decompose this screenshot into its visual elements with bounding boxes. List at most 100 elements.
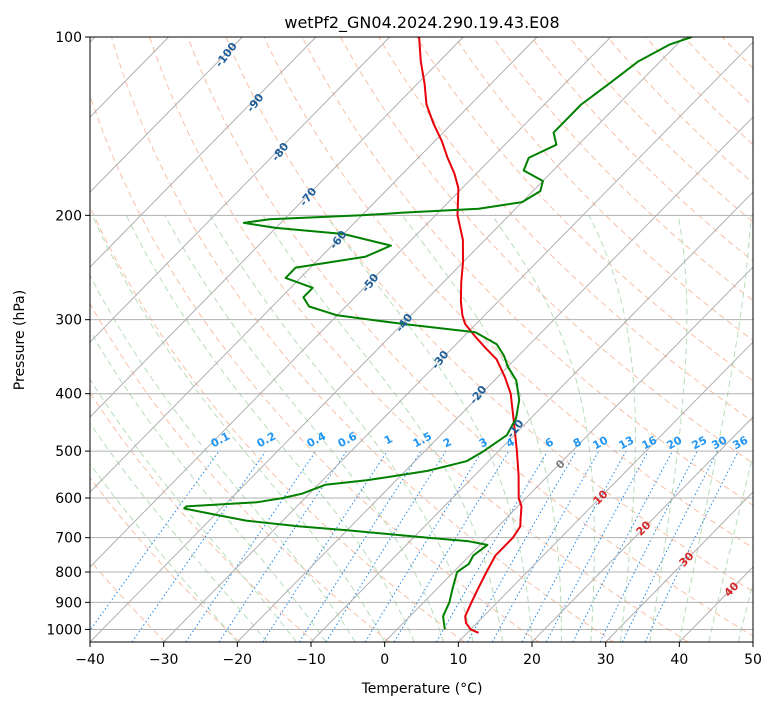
mixing-ratio-label: 0.4 xyxy=(305,429,329,450)
dry-adiabat-line xyxy=(530,37,753,262)
x-tick-label: −20 xyxy=(223,652,253,668)
moist-adiabat-line xyxy=(491,215,595,642)
y-tick-label: 200 xyxy=(55,208,82,224)
mixing-ratio-label: 25 xyxy=(690,434,710,453)
mixing-ratio-line xyxy=(218,450,348,642)
x-axis-label: Temperature (°C) xyxy=(361,681,483,697)
mixing-ratio-line xyxy=(521,450,627,642)
y-tick-label: 500 xyxy=(55,444,82,460)
mixing-ratio-label: 13 xyxy=(617,434,637,453)
chart-title: wetPf2_GN04.2024.290.19.43.E08 xyxy=(284,13,559,33)
profiles xyxy=(183,37,693,634)
mixing-ratio-line xyxy=(435,450,548,642)
y-tick-label: 400 xyxy=(55,387,82,403)
x-tick-label: 50 xyxy=(744,652,762,668)
mixing-ratio-label: 2 xyxy=(441,435,454,450)
x-tick-label: 30 xyxy=(597,652,615,668)
dry-adiabat-line xyxy=(378,37,753,423)
x-tick-label: 20 xyxy=(523,652,541,668)
isotherm-line xyxy=(236,116,753,642)
dry-adiabat-label: -20 xyxy=(467,383,490,407)
mixing-ratio-line xyxy=(364,450,483,642)
isotherm-line xyxy=(90,37,611,568)
isotherm-line xyxy=(90,37,464,418)
mixing-ratio-line xyxy=(599,450,698,642)
isotherm-line xyxy=(90,37,243,193)
isotherm-line xyxy=(457,341,753,642)
moist-adiabat-line xyxy=(262,215,503,642)
y-tick-label: 800 xyxy=(55,565,82,581)
moist-adiabat-line xyxy=(678,215,752,642)
x-tick-label: −30 xyxy=(149,652,179,668)
dry-adiabat-label: -50 xyxy=(359,271,382,295)
dry-adiabat-label: -80 xyxy=(269,140,292,164)
dry-adiabat-line xyxy=(111,37,614,642)
moist-adiabat-line xyxy=(588,215,636,642)
dry-adiabat-line xyxy=(90,391,316,642)
dry-adiabat-line xyxy=(225,37,753,593)
isotherm-line xyxy=(90,37,390,343)
mixing-ratio-line xyxy=(545,450,649,642)
isotherm-line xyxy=(90,37,317,268)
plot-frame xyxy=(89,36,754,643)
isotherm-line xyxy=(605,491,753,642)
y-tick-label: 600 xyxy=(55,491,82,507)
dry-adiabat-line xyxy=(301,37,753,506)
y-tick-label: 1000 xyxy=(46,622,82,638)
dry-adiabat-line xyxy=(492,37,753,302)
mixing-ratio-line xyxy=(572,450,673,642)
x-tick-label: 40 xyxy=(670,652,688,668)
dry-adiabat-line xyxy=(90,93,540,642)
moist-adiabat-line xyxy=(125,215,415,642)
x-tick-label: 0 xyxy=(380,652,389,668)
dry-adiabat-label: -70 xyxy=(297,185,320,209)
dewpoint-profile xyxy=(183,37,693,630)
mixing-ratio-line xyxy=(262,450,388,642)
y-axis-label: Pressure (hPa) xyxy=(12,290,28,390)
dry-adiabat-line xyxy=(645,37,753,146)
moist-adiabat-line xyxy=(90,422,268,642)
mixing-ratio-label: 8 xyxy=(571,435,584,450)
mixing-ratio-label: 30 xyxy=(710,433,730,452)
moist-adiabat-line xyxy=(91,215,386,642)
mixing-ratio-line xyxy=(621,450,719,642)
isotherm-line xyxy=(752,641,753,642)
moist-adiabat-line xyxy=(325,215,533,642)
moist-adiabat-line xyxy=(649,215,688,642)
mixing-ratio-line xyxy=(298,450,422,642)
dry-adiabat-line xyxy=(149,37,689,642)
mixing-ratio-label: 0.2 xyxy=(255,430,278,451)
dry-adiabat-line xyxy=(90,302,390,642)
mixing-ratio-label: 6 xyxy=(543,435,556,450)
mixing-ratio-line xyxy=(90,450,220,632)
dry-adiabat-line xyxy=(454,37,753,342)
dry-adiabat-line xyxy=(760,37,775,642)
mixing-ratio-label: 36 xyxy=(731,433,751,452)
dry-adiabat-line xyxy=(187,37,753,637)
y-tick-label: 100 xyxy=(55,30,82,46)
mixing-ratio-line xyxy=(131,450,267,642)
dry-adiabat-line xyxy=(568,37,753,223)
y-tick-label: 700 xyxy=(55,531,82,547)
mixing-ratio-line xyxy=(325,450,447,642)
moist-adiabat-line xyxy=(164,215,445,642)
x-tick-label: −40 xyxy=(75,652,105,668)
dry-adiabat-line xyxy=(90,476,241,642)
moist-adiabat-line xyxy=(401,215,562,642)
moist-adiabat-line xyxy=(90,462,238,642)
mixing-ratio-label: 0.1 xyxy=(209,430,232,451)
isotherm-line xyxy=(678,566,753,642)
moist-adiabat-line xyxy=(90,329,327,642)
mixing-ratio-label: 10 xyxy=(591,433,611,452)
mixing-ratio-label: 16 xyxy=(640,433,660,452)
moist-adiabat-label: 0 xyxy=(553,457,568,472)
mixing-ratio-label: 20 xyxy=(665,433,685,452)
mixing-ratio-line xyxy=(467,450,577,642)
dry-adiabat-label: -100 xyxy=(213,40,240,70)
mixing-ratio-line xyxy=(491,450,600,642)
isotherm-line xyxy=(384,266,753,642)
isotherm-line xyxy=(310,191,753,642)
mixing-ratio-line xyxy=(185,450,317,642)
x-tick-label: 10 xyxy=(449,652,467,668)
